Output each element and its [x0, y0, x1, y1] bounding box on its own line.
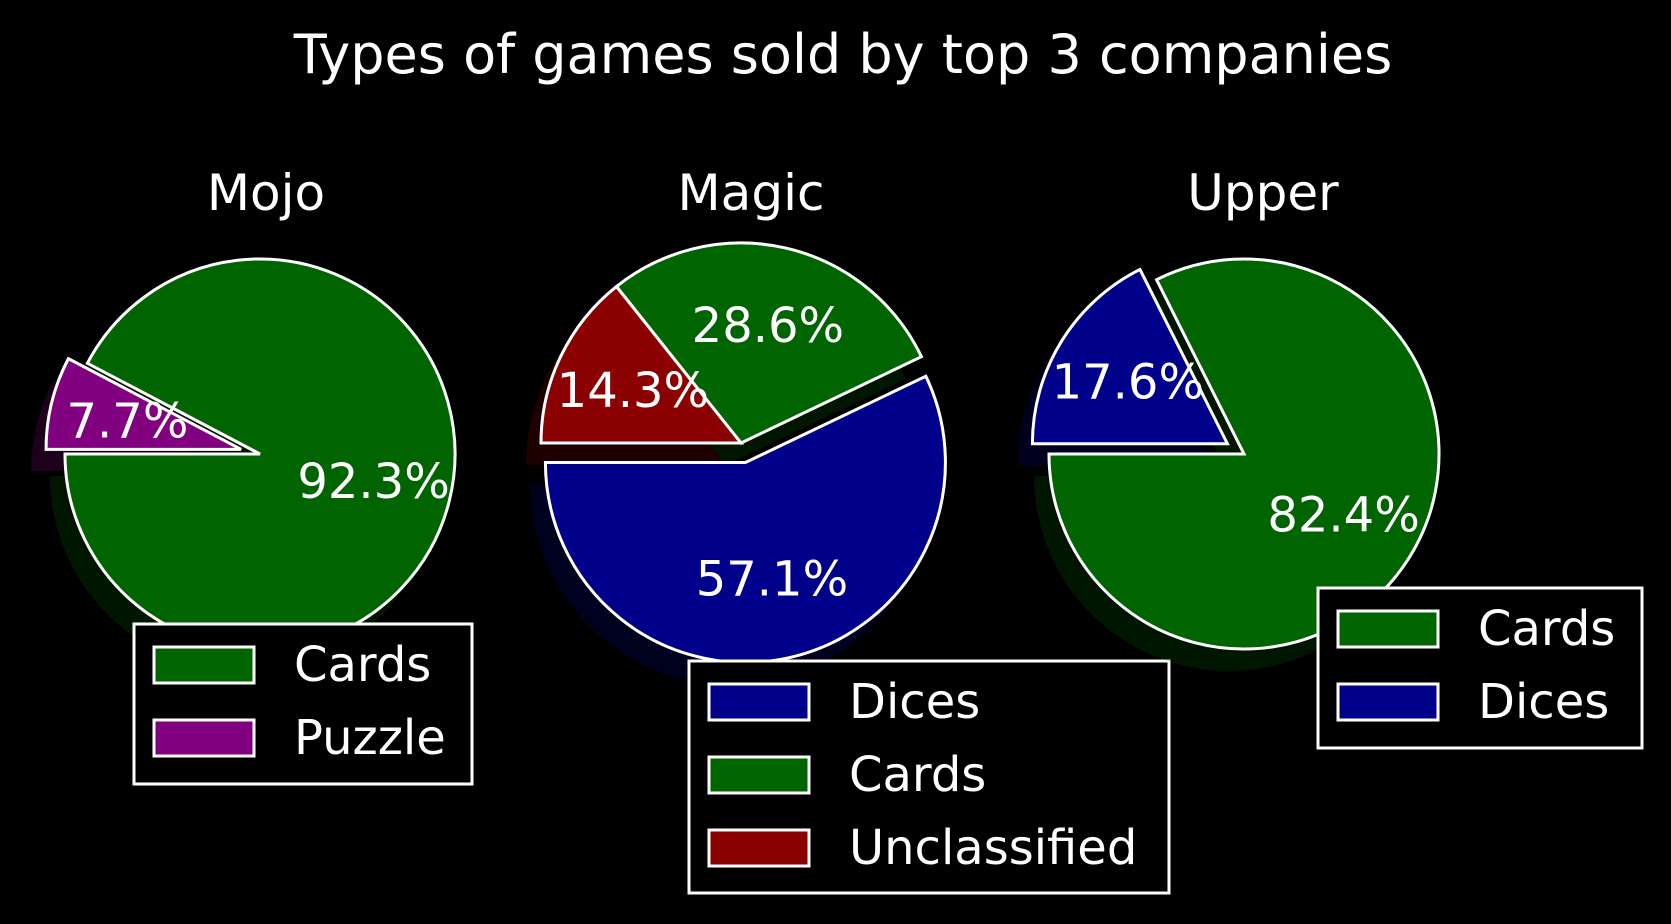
legend-label-cards: Cards	[294, 637, 431, 693]
legend: Cards Dices	[1316, 586, 1644, 750]
pie-title: Upper	[1187, 164, 1339, 222]
legend-label-dices: Dices	[849, 674, 980, 730]
pie-slice-unclassified	[539, 284, 745, 445]
legend: Cards Puzzle	[132, 622, 474, 786]
pie-value-label: 28.6%	[692, 298, 844, 354]
pie-title: Mojo	[207, 164, 325, 222]
legend-swatch-cards	[707, 755, 811, 795]
charts-area: 92.3% 7.7% Mojo Cards Puzzle 57.1% 28.6% 14.3% M…	[31, 164, 1644, 895]
legend-label-puzzle: Puzzle	[294, 710, 446, 766]
pie-slice-dices	[1030, 267, 1230, 446]
figure-title: Types of games sold by top 3 companies	[293, 23, 1393, 86]
pie-slice-cards	[1047, 257, 1441, 651]
pie-value-label: 92.3%	[297, 454, 449, 510]
pie-chart-mojo: 92.3% 7.7% Mojo Cards Puzzle	[31, 164, 474, 786]
pie-value-label: 7.7%	[66, 393, 188, 449]
legend-swatch-puzzle	[152, 718, 256, 758]
legend-swatch-dices	[1336, 682, 1440, 722]
pie-value-label: 82.4%	[1267, 487, 1419, 543]
legend: Dices Cards Unclassified	[687, 659, 1171, 895]
pie-slice-cards	[63, 257, 457, 651]
legend-swatch-cards	[152, 645, 256, 685]
pie-slice-dices	[543, 374, 947, 664]
legend-swatch-dices	[707, 682, 811, 722]
pie-title: Magic	[678, 164, 825, 222]
pie-chart-upper: 82.4% 17.6% Upper Cards Dices	[1017, 164, 1644, 750]
pie-chart-magic: 57.1% 28.6% 14.3% Magic Dices Cards Unclassifi…	[526, 164, 1171, 895]
pie-value-label: 17.6%	[1052, 354, 1204, 410]
pie-value-label: 14.3%	[557, 363, 709, 419]
pie-value-label: 57.1%	[696, 552, 848, 608]
pie-slice-cards	[614, 241, 924, 445]
legend-label-cards: Cards	[849, 747, 986, 803]
legend-label-unclassified: Unclassified	[849, 820, 1137, 876]
legend-swatch-unclassified	[707, 828, 811, 868]
legend-swatch-cards	[1336, 609, 1440, 649]
pie-slice-puzzle	[44, 356, 242, 451]
legend-label-cards: Cards	[1478, 601, 1615, 657]
legend-label-dices: Dices	[1478, 674, 1609, 730]
